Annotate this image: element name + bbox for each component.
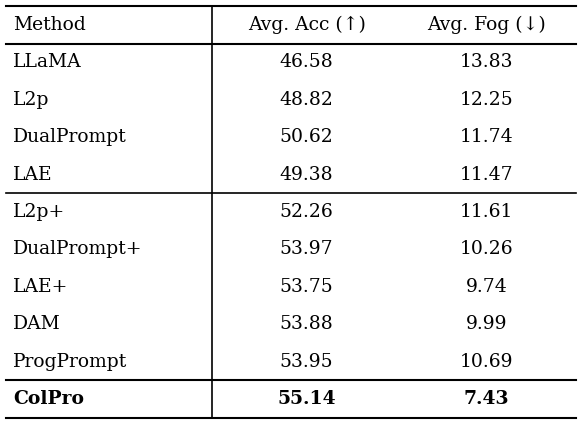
Text: 9.99: 9.99 [466, 315, 507, 333]
Text: 50.62: 50.62 [280, 128, 333, 146]
Text: ProgPrompt: ProgPrompt [13, 353, 127, 371]
Text: Avg. Acc (↑): Avg. Acc (↑) [248, 16, 365, 34]
Text: 53.88: 53.88 [280, 315, 333, 333]
Text: 55.14: 55.14 [278, 390, 336, 408]
Text: 11.61: 11.61 [460, 203, 513, 221]
Text: DAM: DAM [13, 315, 61, 333]
Text: 9.74: 9.74 [466, 278, 508, 296]
Text: 53.75: 53.75 [280, 278, 333, 296]
Text: 11.74: 11.74 [460, 128, 513, 146]
Text: DualPrompt+: DualPrompt+ [13, 240, 143, 258]
Text: L2p: L2p [13, 91, 49, 109]
Text: 11.47: 11.47 [460, 166, 513, 184]
Text: 52.26: 52.26 [280, 203, 333, 221]
Text: LAE+: LAE+ [13, 278, 68, 296]
Text: 53.97: 53.97 [280, 240, 333, 258]
Text: 7.43: 7.43 [463, 390, 509, 408]
Text: 53.95: 53.95 [280, 353, 333, 371]
Text: 48.82: 48.82 [280, 91, 333, 109]
Text: 10.26: 10.26 [460, 240, 513, 258]
Text: Avg. Fog (↓): Avg. Fog (↓) [427, 16, 546, 34]
Text: 49.38: 49.38 [280, 166, 333, 184]
Text: LAE: LAE [13, 166, 52, 184]
Text: L2p+: L2p+ [13, 203, 65, 221]
Text: 12.25: 12.25 [459, 91, 513, 109]
Text: LLaMA: LLaMA [13, 53, 81, 71]
Text: 10.69: 10.69 [460, 353, 513, 371]
Text: 13.83: 13.83 [460, 53, 513, 71]
Text: ColPro: ColPro [13, 390, 84, 408]
Text: 46.58: 46.58 [280, 53, 333, 71]
Text: DualPrompt: DualPrompt [13, 128, 126, 146]
Text: Method: Method [13, 16, 86, 34]
